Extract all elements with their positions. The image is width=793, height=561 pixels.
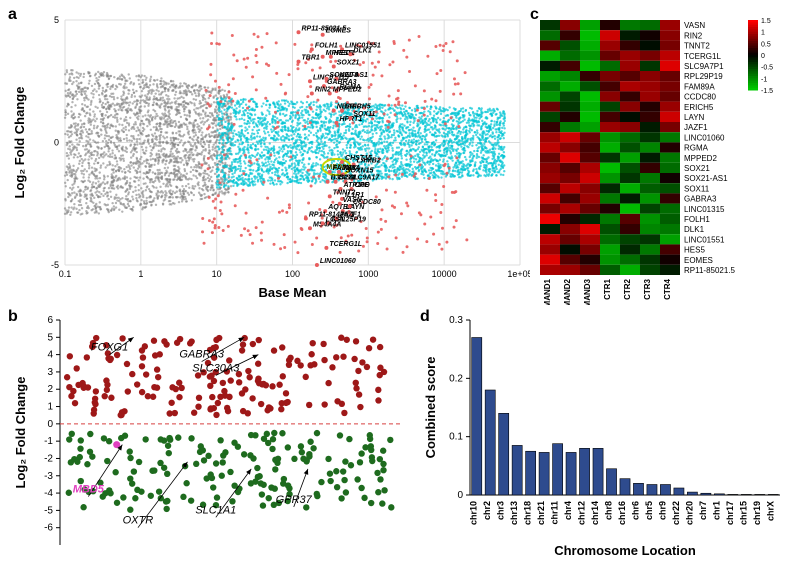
svg-text:10000: 10000	[432, 269, 457, 279]
svg-text:1000: 1000	[358, 269, 378, 279]
panel-c-heatmap: VASNRIN2TNNT2TCERG1LSLC9A7P1RPL29P19FAM8…	[535, 5, 793, 305]
svg-text:0.1: 0.1	[59, 269, 72, 279]
svg-text:0: 0	[54, 138, 59, 148]
svg-text:-5: -5	[51, 260, 59, 270]
panel-b-chart: -6-5-4-3-2-10123456FOXG1GABRA3SLC30A3MBD…	[10, 310, 410, 560]
svg-text:100: 100	[285, 269, 300, 279]
svg-text:5: 5	[54, 15, 59, 25]
panel-d-chart: 00.10.20.3chr10chr2chr3chr13chr18chr21ch…	[420, 310, 790, 560]
svg-text:1e+05: 1e+05	[507, 269, 530, 279]
svg-text:1: 1	[138, 269, 143, 279]
panel-a-chart: 0.11101001000100001e+05-505MBD5RP11-8502…	[10, 5, 530, 305]
svg-text:10: 10	[212, 269, 222, 279]
